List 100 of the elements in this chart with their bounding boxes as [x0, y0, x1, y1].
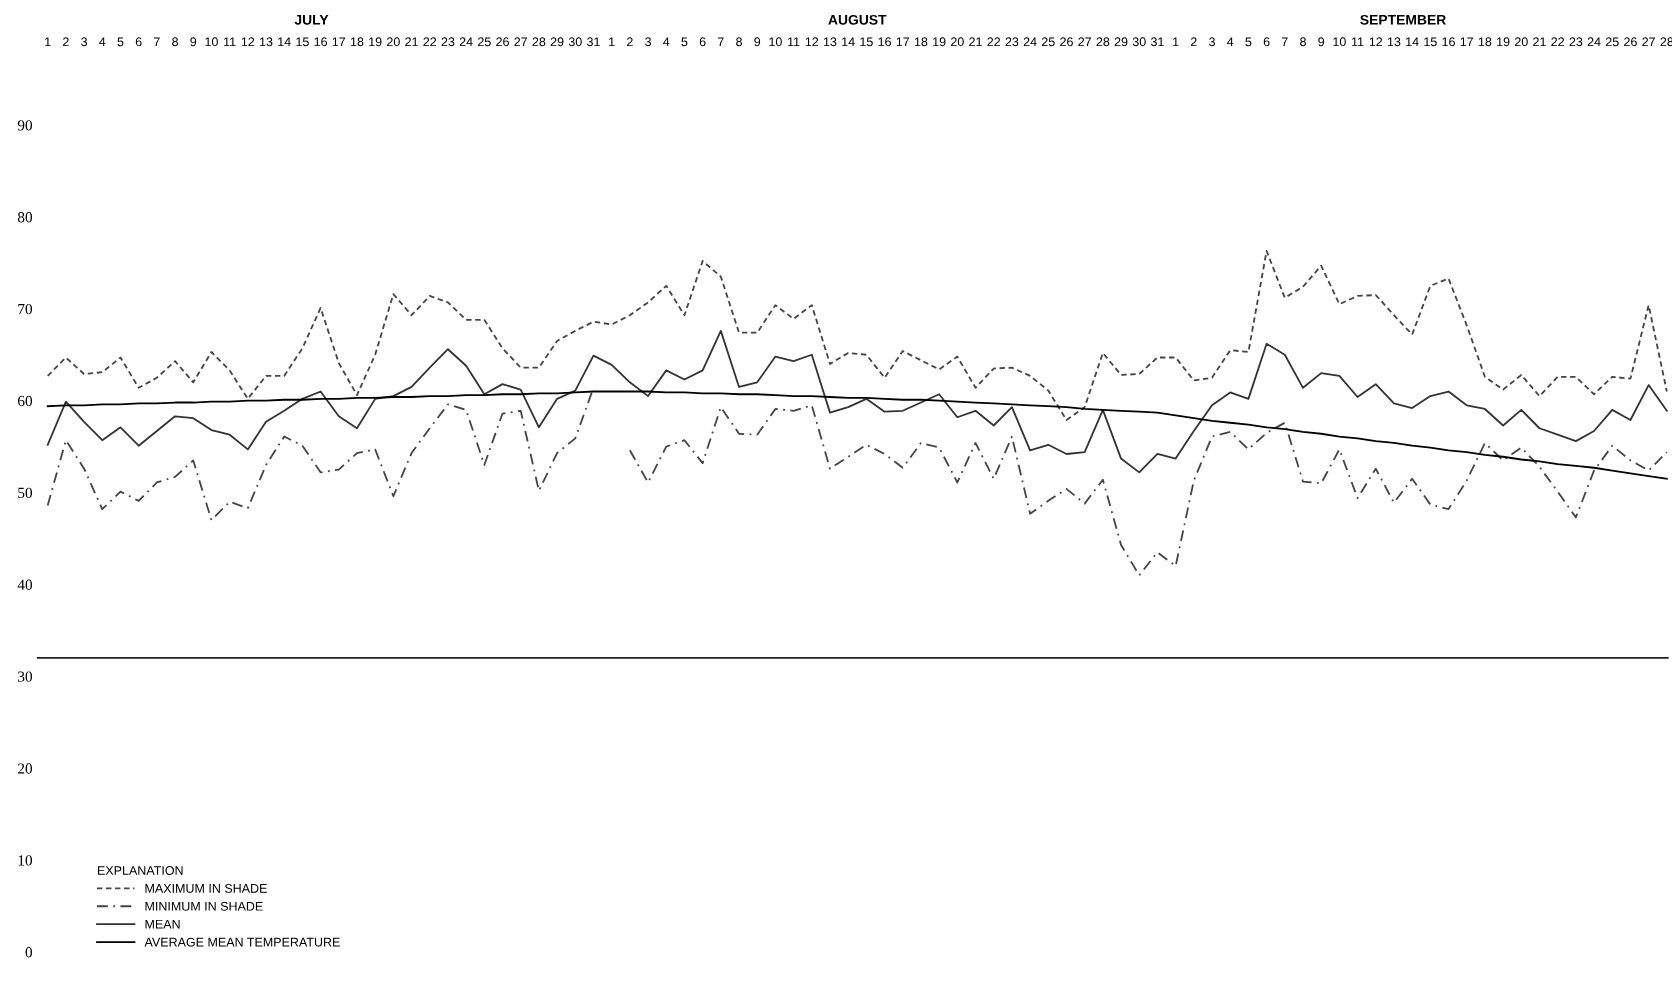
x-tick-label: 1 — [609, 37, 615, 47]
x-tick-label: 1 — [45, 37, 51, 47]
x-tick-label: 20 — [951, 37, 964, 47]
x-tick-label: 12 — [805, 37, 819, 47]
x-tick-label: 8 — [1300, 37, 1306, 47]
x-tick-label: 9 — [1318, 37, 1325, 47]
legend-label: AVERAGE MEAN TEMPERATURE — [144, 937, 340, 947]
x-tick-label: 3 — [81, 37, 88, 47]
x-tick-label: 23 — [441, 37, 455, 47]
x-tick-label: 5 — [1245, 37, 1252, 47]
x-tick-label: 23 — [1569, 37, 1583, 47]
x-tick-label: 20 — [1514, 37, 1528, 47]
x-tick-label: 8 — [172, 37, 178, 47]
text: AUGUST — [828, 14, 887, 25]
x-tick-label: 30 — [1132, 37, 1146, 47]
x-tick-label: 12 — [241, 37, 255, 47]
x-tick-label: 22 — [987, 37, 1001, 47]
x-tick-label: 18 — [350, 37, 364, 47]
x-tick-label: 4 — [663, 37, 670, 47]
x-tick-label: 1 — [1173, 37, 1179, 47]
x-tick-label: 5 — [681, 37, 688, 47]
x-tick-label: 2 — [1190, 37, 1197, 47]
x-tick-label: 4 — [99, 37, 106, 47]
x-tick-label: 30 — [568, 37, 582, 47]
x-tick-label: 26 — [1060, 37, 1073, 47]
x-tick-label: 17 — [896, 37, 910, 47]
x-tick-label: 27 — [1642, 37, 1655, 47]
x-tick-label: 14 — [278, 37, 291, 47]
x-tick-label: 23 — [1005, 37, 1019, 47]
y-tick-label: 40 — [17, 579, 33, 590]
x-tick-label: 16 — [878, 37, 891, 47]
x-tick-label: 28 — [532, 37, 546, 47]
y-tick-label: 30 — [18, 671, 33, 682]
y-tick-label: 70 — [18, 303, 33, 315]
x-tick-label: 18 — [1478, 37, 1492, 47]
y-tick-label: 10 — [18, 855, 33, 866]
x-tick-label: 15 — [1424, 37, 1437, 47]
x-tick-label: 14 — [842, 37, 855, 47]
x-tick-label: 15 — [296, 37, 309, 47]
x-tick-label: 7 — [1281, 37, 1288, 47]
x-tick-label: 19 — [1497, 37, 1510, 47]
x-tick-label: 29 — [1114, 37, 1128, 47]
y-tick-label: 0 — [25, 947, 33, 958]
x-tick-label: 9 — [754, 37, 761, 47]
x-tick-label: 14 — [1406, 37, 1419, 47]
x-tick-label: 13 — [260, 37, 273, 47]
x-tick-label: 24 — [459, 37, 473, 47]
x-tick-label: 27 — [1078, 37, 1091, 47]
x-tick-label: 5 — [117, 37, 124, 47]
x-tick-label: 6 — [699, 37, 706, 47]
x-tick-label: 17 — [332, 37, 346, 47]
x-tick-label: 26 — [1624, 37, 1637, 47]
x-tick-label: 11 — [788, 37, 800, 47]
x-tick-label: 2 — [63, 37, 69, 47]
x-tick-label: 24 — [1023, 37, 1037, 47]
x-tick-label: 24 — [1587, 37, 1601, 47]
x-tick-label: 11 — [1352, 37, 1364, 47]
y-tick-label: 20 — [18, 763, 33, 774]
x-tick-label: 9 — [190, 37, 197, 47]
x-tick-label: 19 — [369, 37, 382, 47]
x-tick-label: 20 — [387, 37, 400, 47]
line-series — [46, 390, 1668, 480]
y-tick-label: 60 — [18, 395, 33, 407]
x-tick-label: 22 — [423, 37, 437, 47]
x-tick-label: 4 — [1227, 37, 1234, 47]
x-tick-label: 25 — [1605, 37, 1619, 47]
legend-title: EXPLANATION — [98, 866, 183, 875]
x-tick-label: 25 — [1041, 37, 1055, 47]
line-series — [46, 329, 1668, 474]
legend-label: MEAN — [145, 919, 180, 929]
x-tick-label: 2 — [627, 37, 633, 47]
legend-label: MAXIMUM IN SHADE — [145, 883, 267, 893]
x-tick-label: 19 — [933, 37, 946, 47]
x-tick-label: 16 — [1442, 37, 1455, 47]
x-tick-label: 10 — [205, 37, 218, 47]
x-tick-label: 21 — [969, 37, 982, 47]
x-tick-label: 22 — [1551, 37, 1565, 47]
x-tick-label: 13 — [823, 37, 837, 47]
x-tick-label: 15 — [860, 37, 873, 47]
x-tick-label: 11 — [224, 37, 236, 47]
x-tick-label: 31 — [1150, 37, 1164, 47]
text: JULY — [294, 15, 329, 25]
x-tick-label: 8 — [736, 37, 742, 47]
y-tick-label: 90 — [17, 120, 33, 131]
x-tick-label: 10 — [769, 37, 782, 47]
x-tick-label: 7 — [717, 37, 724, 47]
x-tick-label: 26 — [496, 37, 509, 47]
x-tick-label: 21 — [1533, 37, 1546, 47]
x-tick-label: 7 — [154, 37, 160, 47]
x-tick-label: 27 — [514, 37, 528, 47]
legend-label: MINIMUM IN SHADE — [145, 901, 263, 911]
x-tick-label: 25 — [478, 37, 491, 47]
y-tick-label: 80 — [17, 212, 33, 223]
x-tick-label: 29 — [550, 37, 564, 47]
x-tick-label: 3 — [1209, 37, 1215, 47]
text: SEPTEMBER — [1360, 14, 1446, 25]
x-tick-label: 28 — [1096, 37, 1110, 47]
x-tick-label: 6 — [1263, 37, 1270, 47]
line-series — [46, 250, 1668, 421]
y-tick-label: 50 — [18, 487, 33, 499]
